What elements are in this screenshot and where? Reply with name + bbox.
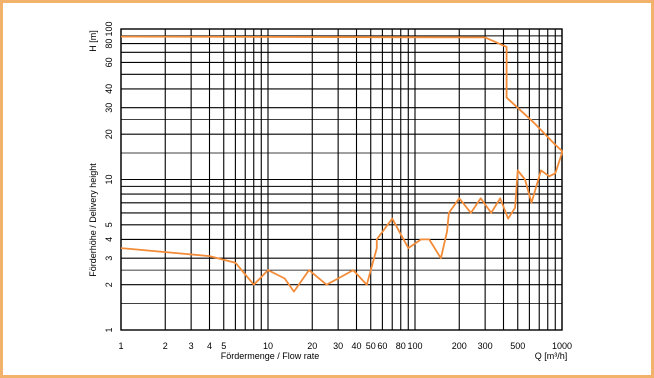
x-tick-labels: 1 2 3 4 5 10 20 30 40 50 60 80 100 200 300 500 1000 bbox=[118, 341, 572, 351]
y-tick-label: 60 bbox=[104, 57, 114, 67]
x-tick-label: 1 bbox=[118, 341, 123, 351]
y-tick-labels: 1 2 3 4 5 10 20 30 40 60 80 100 bbox=[104, 21, 114, 332]
y-tick-label: 4 bbox=[104, 237, 114, 242]
y-tick-label: 40 bbox=[104, 84, 114, 94]
x-tick-label: 300 bbox=[478, 341, 493, 351]
x-tick-label: 4 bbox=[207, 341, 212, 351]
x-tick-label: 80 bbox=[396, 341, 406, 351]
x-unit-label: Q [m³/h] bbox=[535, 351, 568, 361]
series-layer bbox=[120, 35, 563, 293]
series-line bbox=[120, 35, 563, 293]
x-tick-label: 1000 bbox=[552, 341, 572, 351]
x-tick-label: 50 bbox=[366, 341, 376, 351]
y-tick-label: 1 bbox=[104, 327, 114, 332]
grid bbox=[120, 28, 563, 331]
x-tick-label: 60 bbox=[377, 341, 387, 351]
x-tick-label: 20 bbox=[307, 341, 317, 351]
y-tick-label: 5 bbox=[104, 222, 114, 227]
y-tick-label: 10 bbox=[104, 174, 114, 184]
x-tick-label: 3 bbox=[189, 341, 194, 351]
y-tick-label: 80 bbox=[104, 39, 114, 49]
x-tick-label: 5 bbox=[221, 341, 226, 351]
y-tick-label: 3 bbox=[104, 256, 114, 261]
y-axis-label: Förderhöhe / Delivery height bbox=[88, 163, 98, 277]
x-axis-label: Fördermenge / Flow rate bbox=[221, 351, 320, 361]
y-tick-label: 2 bbox=[104, 282, 114, 287]
y-tick-label: 100 bbox=[104, 21, 114, 36]
x-tick-label: 30 bbox=[333, 341, 343, 351]
x-tick-label: 100 bbox=[407, 341, 422, 351]
x-tick-label: 2 bbox=[163, 341, 168, 351]
x-tick-label: 10 bbox=[263, 341, 273, 351]
y-unit-label: H [m] bbox=[88, 30, 98, 52]
x-tick-label: 200 bbox=[452, 341, 467, 351]
plot-border bbox=[120, 28, 563, 331]
x-tick-label: 40 bbox=[351, 341, 361, 351]
y-tick-label: 20 bbox=[104, 129, 114, 139]
y-tick-label: 30 bbox=[104, 103, 114, 113]
x-tick-label: 500 bbox=[510, 341, 525, 351]
